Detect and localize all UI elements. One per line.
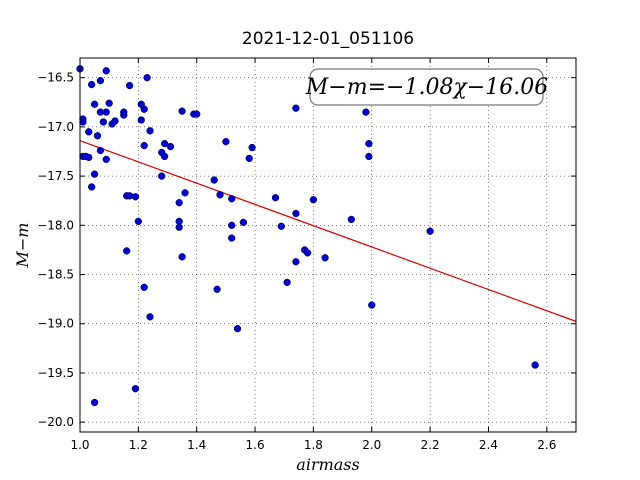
data-point — [245, 154, 253, 163]
data-point — [277, 222, 285, 230]
data-point — [131, 193, 140, 201]
data-point — [123, 247, 131, 255]
data-point — [175, 223, 183, 231]
data-point — [158, 172, 166, 180]
data-point — [248, 143, 256, 152]
data-point — [210, 176, 218, 184]
data-point — [426, 227, 434, 235]
data-point — [228, 195, 236, 203]
data-point — [309, 196, 318, 204]
x-tick-label: 2.4 — [479, 438, 498, 452]
data-point — [140, 141, 148, 150]
y-tick-label: −17.0 — [37, 120, 74, 134]
data-point — [111, 117, 119, 125]
data-point — [271, 194, 280, 202]
data-point — [137, 116, 145, 124]
annotation-box — [309, 68, 544, 106]
data-point — [160, 152, 169, 161]
data-point — [105, 99, 113, 107]
chart-title: 2021-12-01_051106 — [242, 29, 414, 49]
data-point — [125, 81, 134, 90]
data-point — [102, 155, 110, 164]
data-point — [368, 301, 376, 309]
data-point — [216, 191, 224, 199]
data-point — [88, 183, 96, 191]
x-axis-label: airmass — [296, 455, 359, 474]
y-tick-label: −20.0 — [37, 415, 74, 429]
data-points — [76, 65, 539, 407]
data-point — [303, 249, 312, 257]
data-point — [85, 128, 93, 136]
x-tick-label: 1.6 — [246, 438, 265, 452]
data-point — [134, 217, 143, 226]
data-point — [365, 139, 373, 148]
y-tick-label: −18.5 — [37, 268, 74, 282]
data-point — [283, 278, 291, 287]
y-tick-label: −16.5 — [37, 71, 74, 85]
y-tick-label: −17.5 — [37, 169, 74, 183]
x-tick-label: 2.6 — [537, 438, 556, 452]
data-point — [88, 80, 96, 89]
annotation-text: M−m=−1.08χ−16.06 — [305, 75, 548, 100]
y-tick-label: −19.5 — [37, 366, 74, 380]
axis-ticks: 1.0 1.2 1.4 1.6 1.8 2.0 2.2 2.4 2.6 −16.5 −17.0 −17… — [37, 58, 576, 452]
data-point — [178, 107, 186, 115]
y-tick-label: −19.0 — [37, 317, 74, 331]
fit-line — [79, 140, 577, 322]
data-point — [175, 199, 183, 207]
data-point — [166, 142, 175, 151]
data-point — [93, 132, 102, 140]
data-point — [181, 189, 189, 197]
x-tick-label: 1.8 — [304, 438, 323, 452]
data-point — [292, 104, 300, 112]
data-point — [131, 385, 140, 393]
data-point — [239, 218, 248, 227]
grid-lines — [79, 58, 576, 432]
data-point — [146, 313, 154, 321]
data-point — [222, 138, 230, 146]
data-point — [90, 170, 99, 178]
data-point — [362, 108, 370, 116]
data-point — [228, 221, 236, 229]
data-point — [96, 146, 105, 155]
data-point — [365, 152, 373, 161]
data-point — [90, 398, 99, 407]
data-point — [531, 361, 539, 369]
x-tick-label: 2.0 — [362, 438, 381, 452]
x-tick-label: 1.2 — [129, 438, 148, 452]
fit-annotation: M−m=−1.08χ−16.06 — [305, 68, 548, 106]
data-point — [233, 325, 242, 333]
data-point — [292, 209, 300, 218]
x-tick-label: 2.2 — [421, 438, 440, 452]
data-point — [228, 234, 236, 242]
data-point — [143, 74, 151, 82]
data-point — [140, 283, 148, 291]
data-point — [160, 139, 169, 148]
data-point — [120, 108, 128, 116]
data-point — [292, 258, 300, 266]
fit-line-layer — [79, 140, 577, 322]
data-point — [321, 254, 329, 262]
data-point — [102, 108, 110, 116]
data-point — [146, 127, 154, 135]
data-point — [178, 253, 186, 261]
data-point — [193, 110, 201, 118]
data-point — [99, 118, 107, 126]
data-point — [85, 153, 93, 162]
data-point — [102, 67, 110, 75]
plot-frame — [79, 57, 577, 433]
y-axis-label: M−m — [13, 223, 32, 269]
y-tick-label: −18.0 — [37, 218, 74, 232]
data-point — [90, 100, 99, 108]
data-point — [140, 105, 148, 113]
data-point — [79, 118, 87, 126]
data-point — [213, 285, 221, 293]
x-tick-label: 1.4 — [187, 438, 206, 452]
x-tick-label: 1.0 — [70, 438, 89, 452]
data-point — [96, 76, 105, 85]
data-point — [347, 215, 355, 224]
